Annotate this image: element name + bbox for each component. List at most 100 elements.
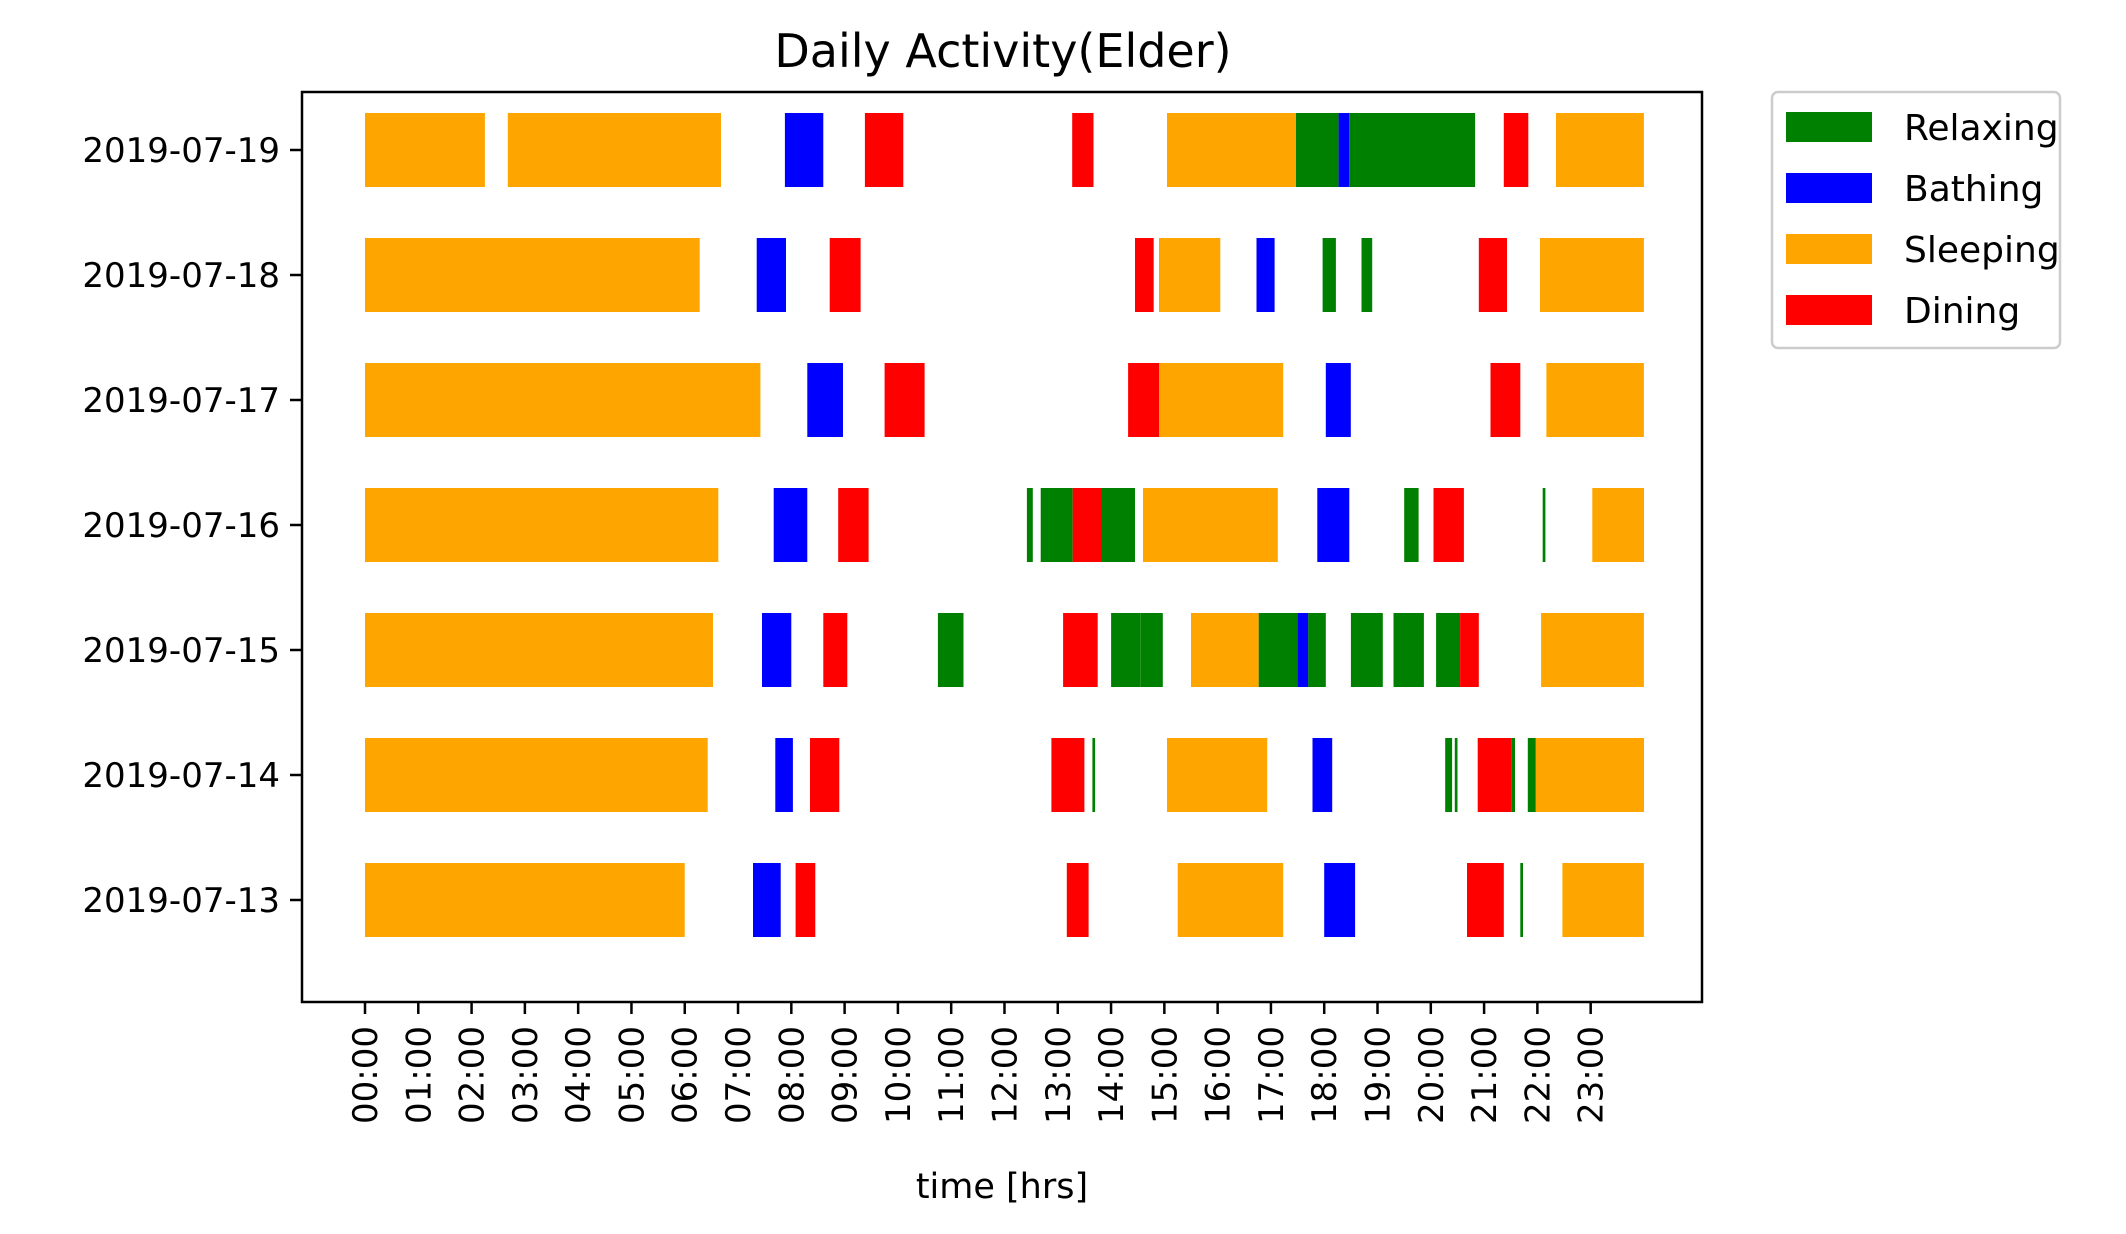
bar-relaxing-2019-07-16 [1542,488,1546,562]
x-tick-label: 04:00 [559,1026,599,1124]
bar-sleeping-2019-07-17 [1159,363,1284,437]
bar-relaxing-2019-07-16 [1040,488,1073,562]
bar-sleeping-2019-07-13 [1562,863,1644,937]
x-tick-label: 06:00 [666,1026,706,1124]
bar-bathing-2019-07-13 [753,863,781,937]
bar-sleeping-2019-07-19 [1556,113,1644,187]
legend: Relaxing Bathing Sleeping Dining [1770,90,2062,350]
bar-sleeping-2019-07-14 [1535,738,1644,812]
bar-sleeping-2019-07-15 [1541,613,1644,687]
x-tick-label: 02:00 [453,1026,493,1124]
x-tick-label: 14:00 [1092,1026,1132,1124]
bar-dining-2019-07-14 [1477,738,1512,812]
bar-sleeping-2019-07-18 [365,238,700,312]
bar-sleeping-2019-07-16 [1592,488,1644,562]
bar-dining-2019-07-17 [1490,363,1521,437]
bar-bathing-2019-07-14 [1312,738,1333,812]
legend-swatch-dining [1786,295,1872,325]
bar-sleeping-2019-07-19 [365,113,485,187]
bar-sleeping-2019-07-17 [1546,363,1644,437]
x-tick-label: 03:00 [506,1026,546,1124]
bar-dining-2019-07-18 [1478,238,1507,312]
bar-bathing-2019-07-15 [1297,613,1309,687]
bar-sleeping-2019-07-16 [365,488,719,562]
x-tick-label: 08:00 [772,1026,812,1124]
bar-relaxing-2019-07-14 [1511,738,1515,812]
bar-bathing-2019-07-16 [1317,488,1350,562]
bar-bathing-2019-07-18 [1256,238,1275,312]
x-tick-label: 07:00 [719,1026,759,1124]
bar-relaxing-2019-07-14 [1454,738,1458,812]
y-tick-label: 2019-07-17 [82,381,280,421]
x-tick-label: 05:00 [613,1026,653,1124]
x-tick-label: 19:00 [1359,1026,1399,1124]
bar-sleeping-2019-07-17 [365,363,761,437]
bar-bathing-2019-07-18 [756,238,786,312]
bar-dining-2019-07-17 [884,363,925,437]
x-tick-label: 21:00 [1465,1026,1505,1124]
bar-relaxing-2019-07-16 [1404,488,1419,562]
x-tick-label: 22:00 [1518,1026,1558,1124]
bar-relaxing-2019-07-16 [1026,488,1033,562]
bar-sleeping-2019-07-19 [507,113,721,187]
bar-relaxing-2019-07-14 [1527,738,1536,812]
bar-dining-2019-07-18 [829,238,861,312]
bar-relaxing-2019-07-18 [1361,238,1373,312]
bar-sleeping-2019-07-15 [1191,613,1259,687]
bar-sleeping-2019-07-19 [1167,113,1296,187]
bar-dining-2019-07-19 [864,113,904,187]
y-tick-label: 2019-07-19 [82,131,280,171]
bar-dining-2019-07-16 [1433,488,1464,562]
bar-dining-2019-07-16 [1072,488,1102,562]
x-tick-label: 13:00 [1039,1026,1079,1124]
bar-relaxing-2019-07-19 [1349,113,1476,187]
bar-sleeping-2019-07-14 [365,738,708,812]
bar-dining-2019-07-15 [1460,613,1479,687]
x-tick-label: 20:00 [1412,1026,1452,1124]
bar-dining-2019-07-17 [1128,363,1159,437]
x-tick-label: 23:00 [1572,1026,1612,1124]
legend-label-dining: Dining [1904,291,2020,332]
bar-dining-2019-07-15 [1063,613,1098,687]
bar-dining-2019-07-13 [1066,863,1089,937]
legend-swatch-bathing [1786,173,1872,203]
bar-relaxing-2019-07-15 [1111,613,1128,687]
bar-relaxing-2019-07-15 [1350,613,1354,687]
x-tick-label: 17:00 [1252,1026,1292,1124]
bar-bathing-2019-07-19 [1338,113,1350,187]
x-tick-label: 15:00 [1145,1026,1185,1124]
bar-dining-2019-07-19 [1072,113,1094,187]
legend-swatch-sleeping [1786,234,1872,264]
bar-relaxing-2019-07-15 [937,613,964,687]
activity-bars [365,113,1644,937]
bar-sleeping-2019-07-15 [365,613,713,687]
x-tick-label: 10:00 [879,1026,919,1124]
y-tick-label: 2019-07-15 [82,631,280,671]
bar-sleeping-2019-07-14 [1167,738,1268,812]
bar-relaxing-2019-07-19 [1296,113,1339,187]
chart-title: Daily Activity(Elder) [774,24,1231,78]
bar-relaxing-2019-07-15 [1436,613,1461,687]
bar-dining-2019-07-13 [1467,863,1504,937]
x-tick-label: 18:00 [1305,1026,1345,1124]
bar-bathing-2019-07-15 [762,613,792,687]
bar-dining-2019-07-14 [1051,738,1085,812]
bar-relaxing-2019-07-15 [1140,613,1163,687]
bar-dining-2019-07-16 [838,488,869,562]
bar-sleeping-2019-07-13 [365,863,685,937]
bar-bathing-2019-07-14 [775,738,793,812]
y-tick-label: 2019-07-14 [82,756,280,796]
x-tick-label: 01:00 [399,1026,439,1124]
bar-sleeping-2019-07-16 [1143,488,1278,562]
x-tick-label: 16:00 [1199,1026,1239,1124]
x-axis: 00:00 01:00 02:00 03:00 04:00 05:00 06:00 07:00… [346,1002,1612,1124]
bar-relaxing-2019-07-13 [1520,863,1523,937]
legend-label-bathing: Bathing [1904,169,2043,210]
y-tick-label: 2019-07-18 [82,256,280,296]
legend-label-relaxing: Relaxing [1904,108,2059,149]
bar-sleeping-2019-07-18 [1159,238,1221,312]
legend-label-sleeping: Sleeping [1904,230,2060,271]
bar-relaxing-2019-07-15 [1353,613,1383,687]
bar-sleeping-2019-07-18 [1540,238,1644,312]
